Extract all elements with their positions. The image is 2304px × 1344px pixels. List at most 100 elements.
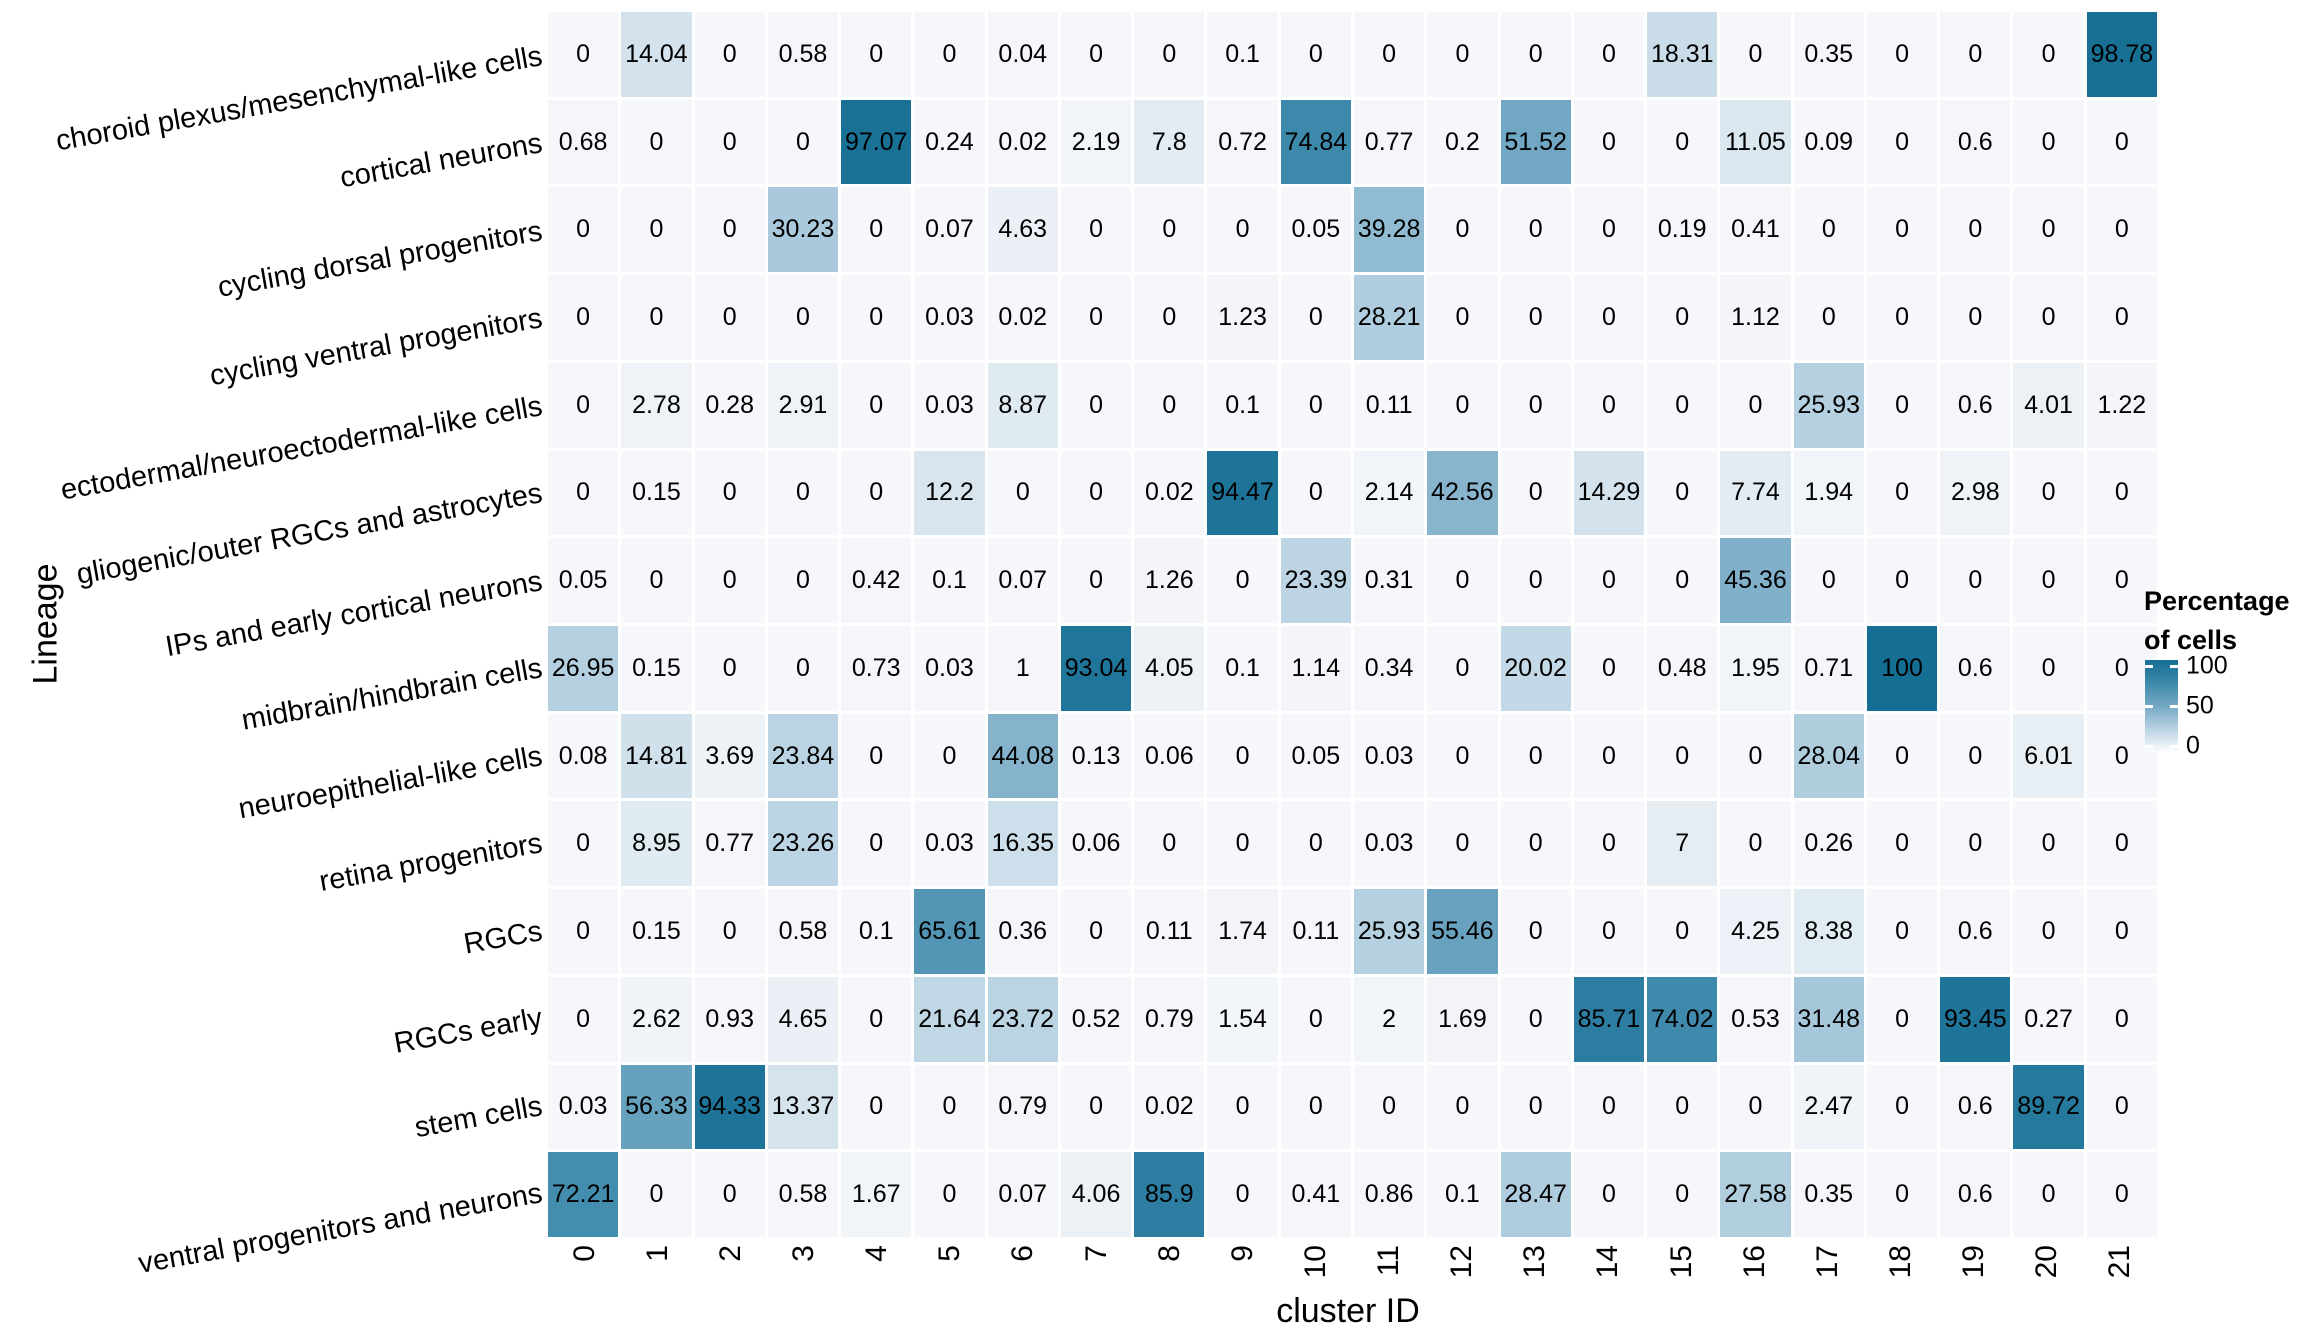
heatmap-cell: 0 [1573, 889, 1645, 974]
heatmap-cell: 0 [841, 1064, 912, 1150]
heatmap-cell: 0.58 [767, 1152, 839, 1237]
heatmap-cell: 0 [1207, 1064, 1278, 1150]
heatmap-cell: 0.35 [1793, 1152, 1864, 1237]
heatmap-cell: 0 [1647, 450, 1718, 536]
heatmap-cell: 0.6 [1940, 1064, 2011, 1150]
heatmap-cell: 0.6 [1940, 626, 2011, 711]
heatmap-cell: 0 [694, 99, 765, 185]
heatmap-cell: 0 [2013, 275, 2084, 360]
heatmap-cell: 0 [1573, 99, 1645, 185]
heatmap-cell: 0 [767, 275, 839, 360]
heatmap-cell: 0 [987, 450, 1058, 536]
heatmap-cell: 0 [2086, 450, 2157, 536]
heatmap-cell: 0 [1793, 538, 1864, 623]
legend-title-line1: Percentage [2144, 586, 2290, 616]
heatmap-cell: 0 [1573, 538, 1645, 623]
heatmap-cell: 8.87 [987, 362, 1058, 448]
heatmap-cell: 0.28 [694, 362, 765, 448]
heatmap-cell: 0 [2013, 1152, 2084, 1237]
column-label: 18 [1884, 1245, 1918, 1279]
legend-tick [2145, 664, 2153, 668]
heatmap-cell: 0 [2086, 538, 2157, 623]
column-label: 3 [786, 1245, 820, 1262]
heatmap-cell: 0.26 [1793, 801, 1864, 887]
heatmap-cell: 0.1 [914, 538, 985, 623]
heatmap-cell: 0 [841, 12, 912, 97]
heatmap-cell: 0 [2013, 538, 2084, 623]
heatmap-cell: 0 [694, 1152, 765, 1237]
heatmap-cell: 0 [767, 538, 839, 623]
heatmap-cell: 0 [1060, 1064, 1132, 1150]
legend-tick-label: 0 [2186, 731, 2200, 760]
heatmap-cell: 7.74 [1720, 450, 1791, 536]
heatmap-cell: 23.26 [767, 801, 839, 887]
heatmap-cell: 1.54 [1207, 976, 1278, 1062]
heatmap-cell: 0 [548, 450, 619, 536]
heatmap-cell: 0.19 [1647, 187, 1718, 273]
heatmap-cell: 0 [767, 450, 839, 536]
heatmap-cell: 0 [1866, 99, 1938, 185]
heatmap-cell: 0 [841, 275, 912, 360]
heatmap-cell: 85.9 [1134, 1152, 1205, 1237]
heatmap-cell: 98.78 [2086, 12, 2157, 97]
column-label: 4 [860, 1245, 894, 1262]
heatmap-cell: 0 [1647, 99, 1718, 185]
heatmap-cell: 0.15 [621, 626, 692, 711]
heatmap-cell: 0.02 [987, 99, 1058, 185]
heatmap-cell: 0 [1060, 538, 1132, 623]
heatmap-cell: 7 [1647, 801, 1718, 887]
heatmap-cell: 0 [1280, 362, 1351, 448]
heatmap-cell: 0.11 [1354, 362, 1425, 448]
heatmap-cell: 2.98 [1940, 450, 2011, 536]
column-label: 16 [1737, 1245, 1771, 1279]
heatmap-cell: 0 [1280, 1064, 1351, 1150]
heatmap-cell: 0 [1500, 450, 1571, 536]
heatmap-cell: 0 [2013, 626, 2084, 711]
heatmap-cell: 0.41 [1720, 187, 1791, 273]
heatmap-cell: 94.33 [694, 1064, 765, 1150]
heatmap-cell: 51.52 [1500, 99, 1571, 185]
heatmap-cell: 0.02 [1134, 1064, 1205, 1150]
heatmap-cell: 0.05 [548, 538, 619, 623]
heatmap-cell: 14.04 [621, 12, 692, 97]
heatmap-cell: 0 [1060, 12, 1132, 97]
heatmap-cell: 0 [1207, 1152, 1278, 1237]
heatmap-cell: 0 [1647, 713, 1718, 799]
heatmap-cell: 0 [1940, 187, 2011, 273]
heatmap-cell: 0 [841, 801, 912, 887]
heatmap-cell: 0 [1500, 187, 1571, 273]
heatmap-cell: 0 [1573, 626, 1645, 711]
heatmap-cell: 2 [1354, 976, 1425, 1062]
heatmap-cell: 0 [1207, 187, 1278, 273]
heatmap-cell: 72.21 [548, 1152, 619, 1237]
column-label: 9 [1225, 1245, 1259, 1262]
heatmap-cell: 1.94 [1793, 450, 1864, 536]
heatmap-cell: 0 [1866, 801, 1938, 887]
heatmap-cell: 1.14 [1280, 626, 1351, 711]
heatmap-cell: 0 [1280, 450, 1351, 536]
heatmap-cell: 0 [1573, 713, 1645, 799]
heatmap-cell: 0.6 [1940, 362, 2011, 448]
heatmap-cell: 89.72 [2013, 1064, 2084, 1150]
heatmap-cell: 27.58 [1720, 1152, 1791, 1237]
column-label: 19 [1957, 1245, 1991, 1279]
heatmap-cell: 0 [1866, 1064, 1938, 1150]
heatmap-cell: 0 [841, 187, 912, 273]
legend-tick-label: 50 [2186, 691, 2214, 720]
heatmap-cell: 0.03 [1354, 801, 1425, 887]
heatmap-cell: 4.25 [1720, 889, 1791, 974]
heatmap-cell: 0 [1500, 976, 1571, 1062]
column-label: 0 [567, 1245, 601, 1262]
heatmap-cell: 0.09 [1793, 99, 1864, 185]
heatmap-cell: 0 [914, 713, 985, 799]
heatmap-cell: 0 [767, 99, 839, 185]
heatmap-cell: 0.42 [841, 538, 912, 623]
heatmap-cell: 0 [1280, 976, 1351, 1062]
heatmap-cell: 0 [1647, 889, 1718, 974]
heatmap-cell: 12.2 [914, 450, 985, 536]
heatmap-cell: 8.38 [1793, 889, 1864, 974]
heatmap-cell: 14.81 [621, 713, 692, 799]
heatmap-cell: 100 [1866, 626, 1938, 711]
heatmap-cell: 0.04 [987, 12, 1058, 97]
legend-tick [2170, 704, 2178, 708]
